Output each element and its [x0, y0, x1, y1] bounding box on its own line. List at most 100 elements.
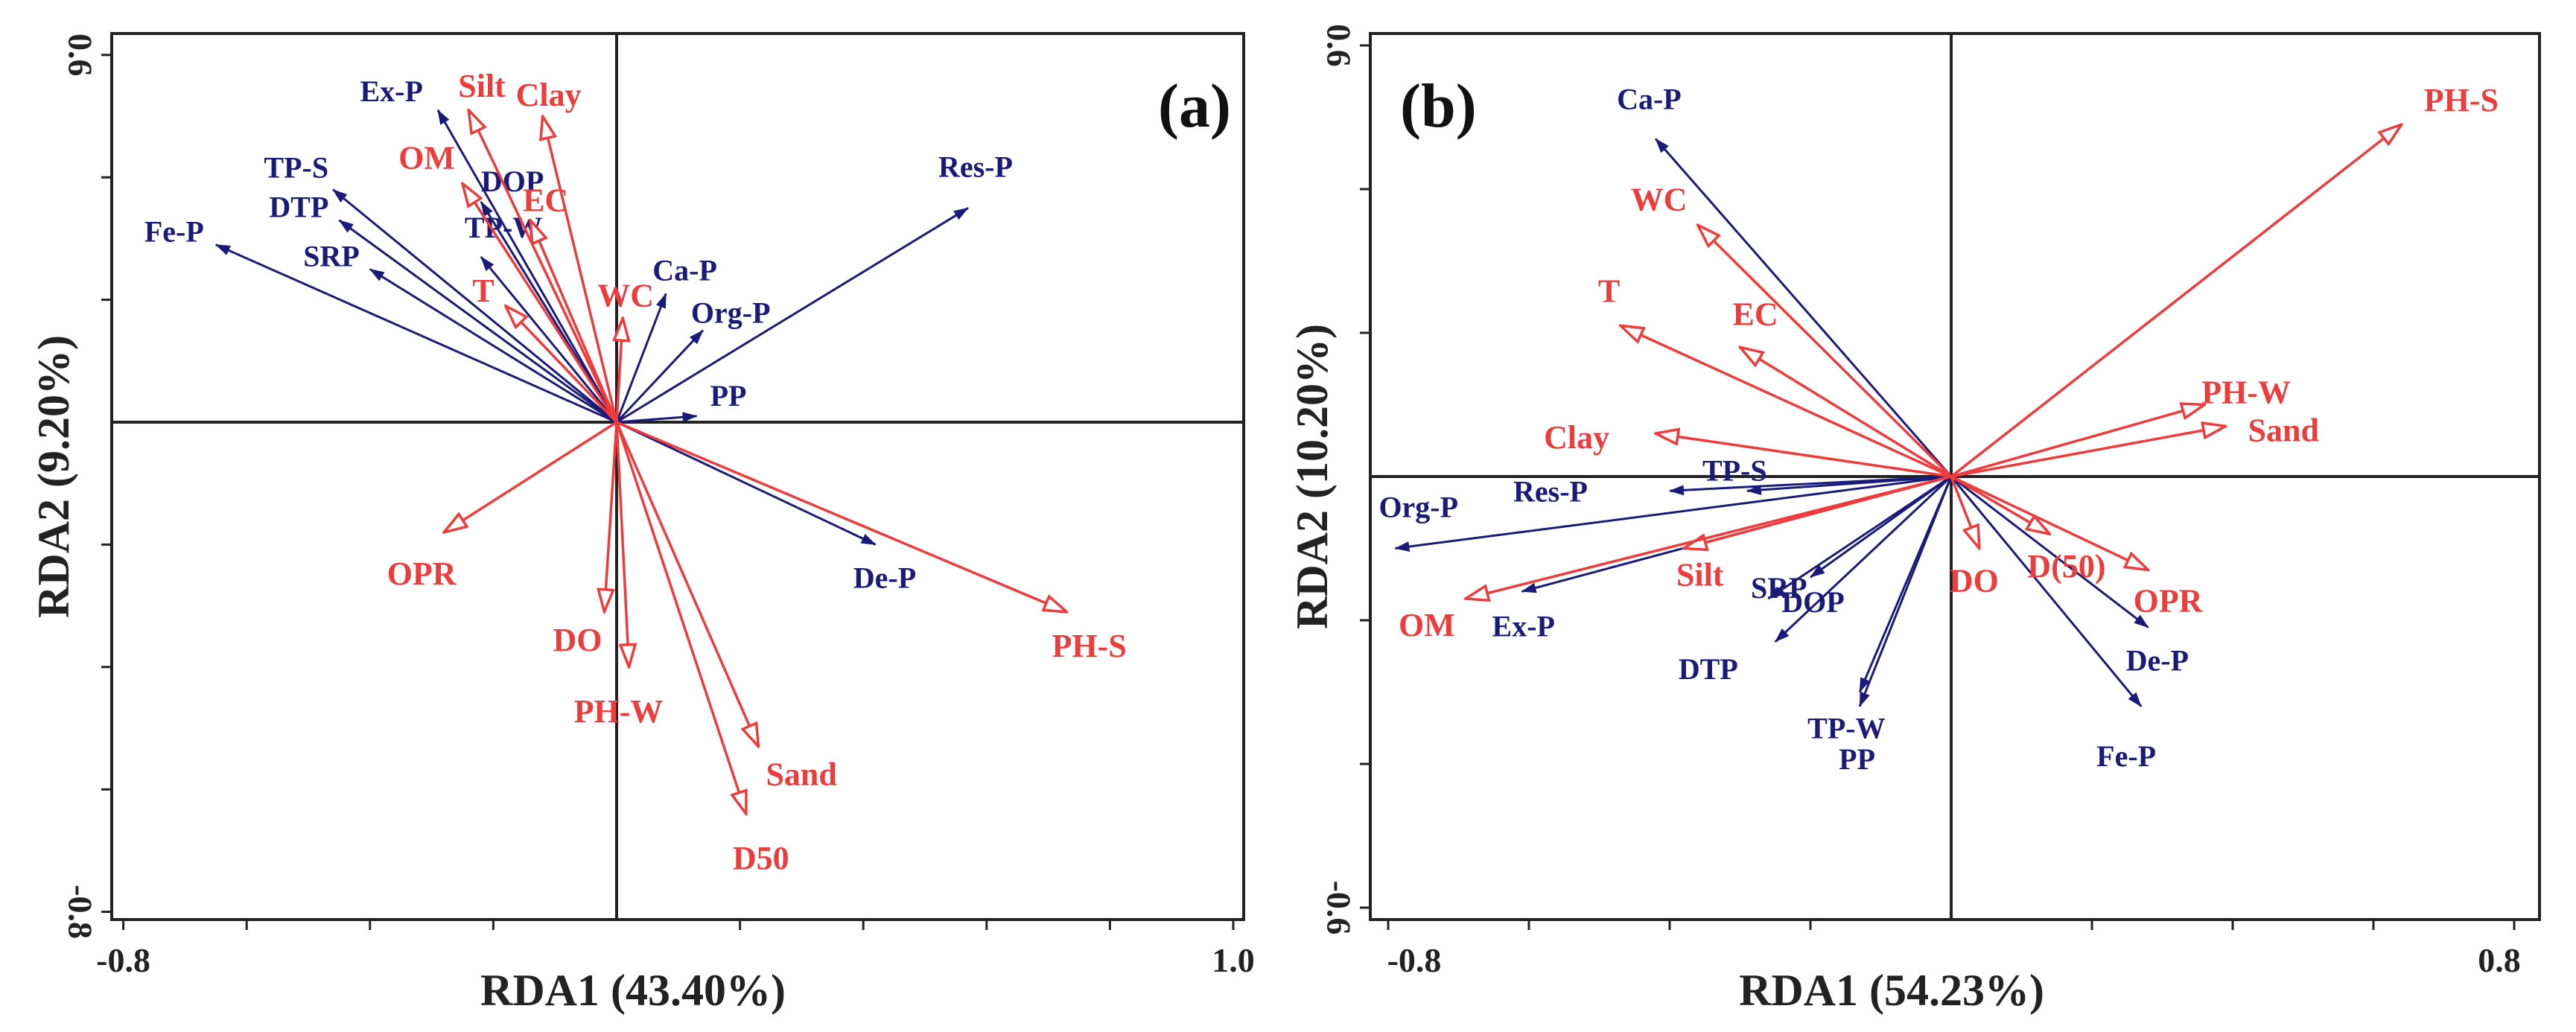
vector-label-silt: Silt	[1676, 557, 1724, 593]
x-tick-label: -0.8	[96, 941, 150, 979]
vector-arrow-sand	[615, 421, 758, 747]
x-tick-label: 1.0	[1212, 941, 1255, 979]
vector-arrow-de-p	[616, 421, 877, 546]
vector-label-dop: DOP	[481, 165, 544, 198]
vector-arrow-d50	[615, 421, 746, 814]
vector-arrow-dtp	[1774, 475, 1953, 643]
vector-label-ex-p: Ex-P	[1492, 609, 1555, 643]
vector-label-do: DO	[553, 622, 602, 658]
vector-label-ca-p: Ca-P	[1617, 82, 1682, 115]
x-axis-title: RDA1 (43.40%)	[480, 966, 786, 1015]
vector-label-dop: DOP	[1781, 585, 1844, 619]
vector-label-clay: Clay	[516, 77, 582, 113]
vector-label-clay: Clay	[1544, 419, 1609, 456]
vector-label-ph-w: PH-W	[2201, 375, 2291, 411]
vector-arrow-wc	[1698, 225, 1953, 478]
environment-vectors: Silt Clay OM EC T WC OPR DO PH-W Sand D50 PH-S	[387, 68, 1127, 876]
vector-arrow-pp	[1858, 476, 1953, 707]
vector-arrow-ca-p	[615, 293, 667, 423]
vector-arrow-do	[604, 421, 618, 612]
vector-label-sand: Sand	[766, 757, 836, 793]
vector-label-silt: Silt	[458, 68, 506, 104]
vector-label-t: T	[1598, 273, 1620, 309]
vector-label-ec: EC	[523, 182, 568, 219]
vector-arrow-opr	[1950, 475, 2149, 570]
vector-label-om: OM	[1399, 607, 1455, 643]
vector-label-fe-p: Fe-P	[144, 215, 204, 249]
vector-arrow-tp-s	[332, 188, 617, 424]
vector-label-ph-w: PH-W	[574, 693, 664, 730]
vector-arrow-om	[1466, 475, 1952, 599]
vector-label-wc: WC	[597, 277, 654, 313]
vector-arrow-om	[462, 183, 618, 423]
vector-arrow-dtp	[338, 219, 617, 424]
vector-arrow-ec	[530, 220, 618, 423]
vector-arrow-res-p	[1669, 475, 1952, 496]
vector-arrow-res-p	[616, 207, 969, 424]
panel-label: (b)	[1400, 71, 1477, 141]
vector-arrow-fe-p	[214, 243, 617, 424]
vector-arrow-do	[1950, 476, 1979, 549]
vector-label-tp-s: TP-S	[1702, 453, 1767, 487]
vector-arrow-org-p	[615, 329, 705, 424]
x-tick-label: 0.8	[2478, 941, 2521, 979]
plot-frame	[110, 32, 1245, 921]
panel-b: -0.8 0.8 0.6 -0.6 RDA1 (54.23%) RDA2 (10.20%)…	[1288, 24, 2541, 1015]
vector-label-tp-s: TP-S	[264, 151, 328, 185]
vector-arrow-ph-s	[616, 421, 1066, 612]
vector-label-ca-p: Ca-P	[652, 253, 717, 287]
panel-label: (a)	[1158, 71, 1231, 141]
vector-arrow-tp-w	[480, 256, 618, 423]
vector-label-fe-p: Fe-P	[2096, 739, 2156, 773]
vector-arrow-d-50-	[1950, 475, 2049, 534]
vector-arrow-ph-w	[615, 421, 629, 667]
vector-arrow-pp	[616, 412, 698, 424]
y-tick-label: 0.6	[1320, 24, 1358, 67]
vector-arrow-clay	[1656, 433, 1952, 478]
vector-label-sand: Sand	[2248, 412, 2319, 448]
vector-label-ph-s: PH-S	[2424, 82, 2499, 118]
vector-label-d-50-: D(50)	[2027, 548, 2105, 585]
vector-label-om: OM	[398, 139, 455, 176]
vector-label-res-p: Res-P	[938, 150, 1013, 183]
vector-label-t: T	[472, 273, 494, 309]
vector-label-opr: OPR	[2134, 582, 2204, 619]
vector-label-ph-s: PH-S	[1052, 628, 1126, 664]
vector-label-dtp: DTP	[269, 191, 328, 224]
vector-label-ec: EC	[1733, 296, 1778, 332]
y-tick-label: -0.8	[62, 885, 100, 939]
vector-label-pp: PP	[710, 379, 747, 413]
vector-label-org-p: Org-P	[691, 296, 771, 330]
vector-arrow-ec	[1740, 347, 1952, 478]
y-tick-label: -0.6	[1320, 881, 1358, 935]
vector-arrow-fe-p	[1950, 476, 2143, 707]
vector-label-pp: PP	[1839, 742, 1875, 776]
vector-label-dtp: DTP	[1679, 652, 1738, 686]
vector-label-do: DO	[1950, 563, 1999, 599]
panel-a: -0.8 1.0 0.6 -0.8 RDA1 (43.40%) RDA2 (9.20%) (…	[29, 32, 1255, 1015]
vector-arrow-ph-s	[1950, 124, 2402, 478]
vector-arrow-dop	[1767, 475, 1952, 600]
vector-arrow-de-p	[1950, 475, 2149, 628]
vector-arrow-silt	[468, 110, 618, 423]
vector-arrow-opr	[444, 421, 617, 532]
vector-label-res-p: Res-P	[1513, 474, 1588, 508]
vector-label-wc: WC	[1631, 181, 1688, 217]
vector-label-de-p: De-P	[2126, 644, 2189, 678]
vector-label-opr: OPR	[387, 555, 457, 592]
vector-label-tp-w: TP-W	[1807, 712, 1885, 745]
vector-arrow-ex-p	[436, 109, 618, 423]
vector-arrow-org-p	[1394, 475, 1952, 552]
x-axis-title: RDA1 (54.23%)	[1739, 966, 2044, 1015]
vector-arrow-t	[1621, 325, 1952, 478]
vector-arrow-ph-w	[1950, 405, 2204, 478]
y-axis-title: RDA2 (10.20%)	[1288, 324, 1337, 629]
vector-label-ex-p: Ex-P	[360, 74, 422, 108]
phosphorus-vectors: Ca-PTP-SRes-POrg-PEx-PSRPDOPDTPTP-WPPDe-…	[1378, 82, 2189, 775]
x-tick-label: -0.8	[1387, 941, 1442, 979]
y-axis-title: RDA2 (9.20%)	[29, 335, 78, 618]
vector-label-de-p: De-P	[853, 561, 916, 594]
vector-arrow-ca-p	[1654, 138, 1953, 477]
vector-arrow-srp	[369, 268, 617, 424]
